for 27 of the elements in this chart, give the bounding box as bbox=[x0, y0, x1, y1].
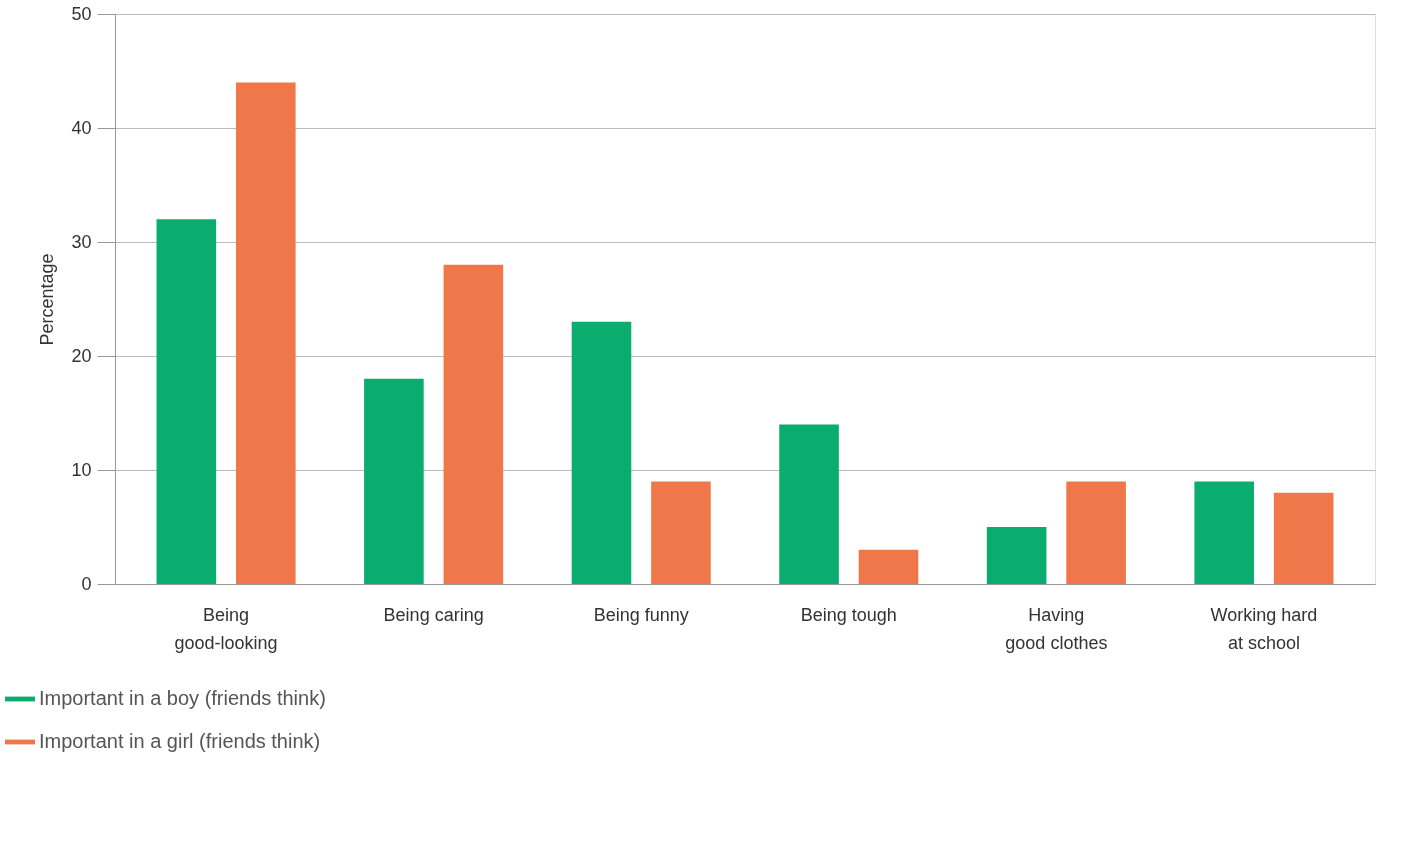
y-tick-label: 30 bbox=[71, 231, 92, 252]
y-tick-label: 20 bbox=[71, 345, 92, 366]
bar bbox=[443, 264, 504, 584]
x-tick-label: Having good clothes bbox=[1005, 604, 1108, 653]
x-tick-label: Being funny bbox=[593, 604, 689, 625]
bar bbox=[235, 82, 296, 584]
legend-label: Important in a boy (friends think) bbox=[39, 687, 326, 709]
bar bbox=[1273, 492, 1334, 584]
x-tick-label: Being good-looking bbox=[174, 604, 278, 653]
y-tick-label: 0 bbox=[81, 573, 92, 594]
y-tick-label: 40 bbox=[71, 117, 92, 138]
bar bbox=[156, 219, 217, 584]
bar bbox=[1194, 481, 1255, 584]
bar bbox=[571, 321, 632, 584]
bar bbox=[779, 424, 839, 584]
x-tick-label: Being caring bbox=[383, 604, 484, 625]
bar bbox=[364, 378, 424, 584]
y-tick-label: 50 bbox=[71, 3, 92, 24]
bar bbox=[1066, 481, 1126, 584]
y-tick-label: 10 bbox=[71, 459, 92, 480]
x-tick-label: Working hard at school bbox=[1210, 604, 1318, 653]
y-axis-title: Percentage bbox=[37, 253, 58, 346]
x-tick-label: Being tough bbox=[800, 604, 897, 625]
bar bbox=[858, 549, 919, 584]
bar bbox=[651, 481, 711, 584]
legend-label: Important in a girl (friends think) bbox=[39, 730, 321, 752]
bar bbox=[986, 527, 1047, 584]
